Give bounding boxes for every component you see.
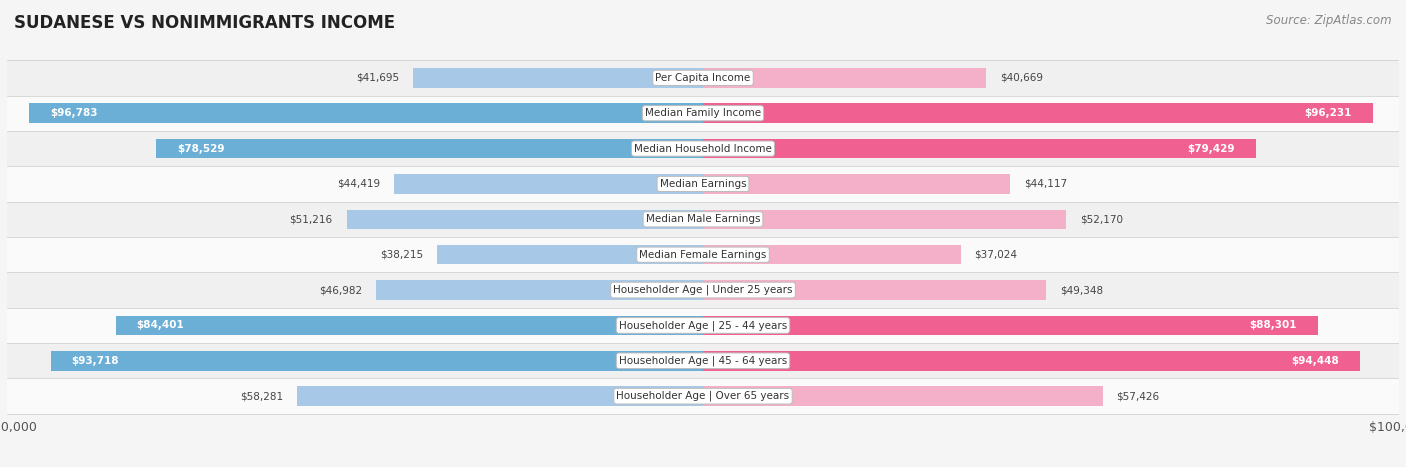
- Text: Median Male Earnings: Median Male Earnings: [645, 214, 761, 224]
- Bar: [156, 139, 703, 158]
- Bar: [703, 280, 1046, 300]
- Text: $58,281: $58,281: [240, 391, 284, 401]
- Text: Median Female Earnings: Median Female Earnings: [640, 250, 766, 260]
- Text: $88,301: $88,301: [1249, 320, 1296, 331]
- Bar: [7, 131, 1399, 166]
- Bar: [703, 68, 986, 87]
- Text: $96,231: $96,231: [1305, 108, 1351, 118]
- Text: $41,695: $41,695: [356, 73, 399, 83]
- Legend: Sudanese, Nonimmigrants: Sudanese, Nonimmigrants: [576, 464, 830, 467]
- Bar: [703, 210, 1066, 229]
- Text: Householder Age | Over 65 years: Householder Age | Over 65 years: [616, 391, 790, 402]
- Text: Median Family Income: Median Family Income: [645, 108, 761, 118]
- Text: $52,170: $52,170: [1080, 214, 1123, 224]
- Bar: [30, 104, 703, 123]
- Text: $49,348: $49,348: [1060, 285, 1104, 295]
- Bar: [346, 210, 703, 229]
- Bar: [7, 202, 1399, 237]
- Text: Source: ZipAtlas.com: Source: ZipAtlas.com: [1267, 14, 1392, 27]
- Text: $79,429: $79,429: [1188, 143, 1234, 154]
- Bar: [703, 245, 960, 264]
- Bar: [298, 387, 703, 406]
- Text: Median Earnings: Median Earnings: [659, 179, 747, 189]
- Text: Median Household Income: Median Household Income: [634, 143, 772, 154]
- Text: $40,669: $40,669: [1000, 73, 1043, 83]
- Bar: [7, 343, 1399, 378]
- Text: $94,448: $94,448: [1292, 356, 1340, 366]
- Text: $93,718: $93,718: [72, 356, 120, 366]
- Bar: [703, 139, 1256, 158]
- Text: Householder Age | Under 25 years: Householder Age | Under 25 years: [613, 285, 793, 295]
- Bar: [7, 308, 1399, 343]
- Text: Householder Age | 25 - 44 years: Householder Age | 25 - 44 years: [619, 320, 787, 331]
- Text: $84,401: $84,401: [136, 320, 184, 331]
- Bar: [7, 166, 1399, 202]
- Text: $46,982: $46,982: [319, 285, 363, 295]
- Bar: [7, 272, 1399, 308]
- Text: $44,419: $44,419: [337, 179, 380, 189]
- Bar: [394, 174, 703, 194]
- Text: $96,783: $96,783: [51, 108, 98, 118]
- Bar: [7, 237, 1399, 272]
- Text: $44,117: $44,117: [1024, 179, 1067, 189]
- Text: $51,216: $51,216: [290, 214, 333, 224]
- Bar: [437, 245, 703, 264]
- Bar: [703, 104, 1372, 123]
- Bar: [51, 351, 703, 370]
- Text: $78,529: $78,529: [177, 143, 225, 154]
- Bar: [703, 174, 1010, 194]
- Bar: [115, 316, 703, 335]
- Bar: [375, 280, 703, 300]
- Bar: [413, 68, 703, 87]
- Bar: [703, 316, 1317, 335]
- Text: $37,024: $37,024: [974, 250, 1018, 260]
- Bar: [7, 378, 1399, 414]
- Bar: [7, 96, 1399, 131]
- Text: Per Capita Income: Per Capita Income: [655, 73, 751, 83]
- Bar: [703, 351, 1361, 370]
- Text: $38,215: $38,215: [380, 250, 423, 260]
- Bar: [7, 60, 1399, 96]
- Bar: [703, 387, 1102, 406]
- Text: SUDANESE VS NONIMMIGRANTS INCOME: SUDANESE VS NONIMMIGRANTS INCOME: [14, 14, 395, 32]
- Text: $57,426: $57,426: [1116, 391, 1160, 401]
- Text: Householder Age | 45 - 64 years: Householder Age | 45 - 64 years: [619, 355, 787, 366]
